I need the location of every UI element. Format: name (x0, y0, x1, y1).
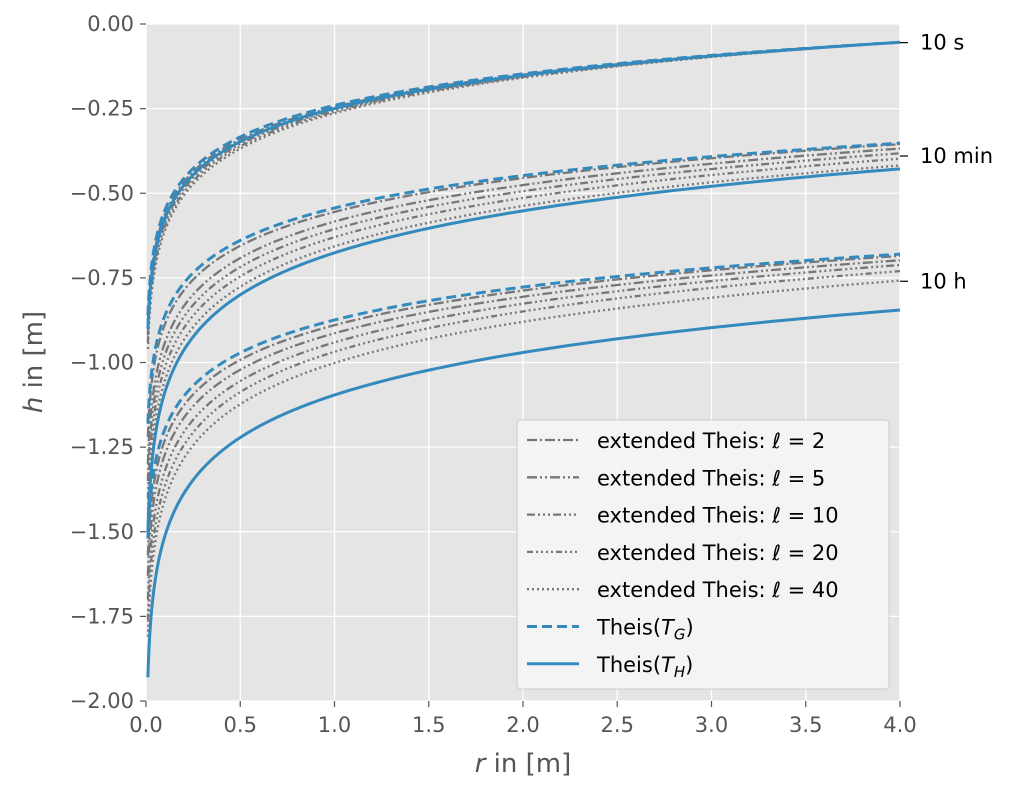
x-tick-label: 0.5 (224, 713, 257, 737)
y-axis-ticks: 0.00 −0.25 −0.50 −0.75 −1.00 −1.25 −1.50 −1.75 −… (70, 12, 146, 713)
legend-label: Theis(TH) (596, 653, 693, 681)
y-tick-label: 0.00 (87, 12, 134, 36)
series-line-solid-2 (146, 167, 901, 532)
x-tick-label: 2.0 (506, 713, 539, 737)
y-tick-label: −1.50 (70, 520, 134, 544)
series-line-ext20-2 (146, 157, 901, 498)
y-axis-label: h in [m] (19, 311, 49, 413)
series-line-solid-3 (146, 308, 901, 678)
series-line-ext10-2 (146, 152, 901, 482)
y-tick-label: −1.75 (70, 604, 134, 628)
time-label: 10 h (920, 269, 967, 293)
legend-label: extended Theis: ℓ = 2 (597, 429, 825, 453)
series-line-ext2-2 (146, 143, 901, 438)
series-line-ext40-2 (146, 164, 901, 515)
series-line-ext40-1 (146, 41, 901, 350)
series-line-ext5-3 (146, 259, 901, 576)
x-tick-label: 0.0 (129, 713, 162, 737)
series-line-solid-1 (146, 40, 901, 329)
time-label: 10 s (920, 31, 964, 55)
series-line-dashed-2 (146, 141, 901, 424)
y-tick-label: −2.00 (70, 689, 134, 713)
y-tick-label: −0.75 (70, 266, 134, 290)
series-line-ext20-3 (146, 269, 901, 620)
y-tick-label: −0.50 (70, 181, 134, 205)
legend-label: extended Theis: ℓ = 20 (597, 541, 839, 565)
legend: extended Theis: ℓ = 2 extended Theis: ℓ =… (516, 419, 890, 690)
legend-label: Theis(TG) (596, 616, 694, 644)
legend-entries: extended Theis: ℓ = 2 extended Theis: ℓ =… (527, 429, 839, 681)
series-line-ext10-3 (146, 263, 901, 600)
x-axis-label: r in [m] (475, 749, 572, 779)
time-labels: 10 s 10 min 10 h (900, 31, 993, 293)
x-tick-label: 2.5 (601, 713, 634, 737)
y-tick-label: −0.25 (70, 97, 134, 121)
y-tick-label: −1.00 (70, 351, 134, 375)
time-label: 10 min (920, 144, 993, 168)
legend-label: extended Theis: ℓ = 40 (597, 578, 839, 602)
drawdown-curves (146, 40, 901, 678)
x-tick-label: 3.0 (695, 713, 728, 737)
y-tick-label: −1.25 (70, 435, 134, 459)
legend-label: extended Theis: ℓ = 5 (597, 466, 825, 490)
x-tick-label: 1.0 (318, 713, 351, 737)
x-axis-ticks: 0.0 0.5 1.0 1.5 2.0 2.5 3.0 3.5 4.0 (129, 701, 917, 737)
series-line-ext5-2 (146, 147, 901, 465)
legend-box (516, 419, 890, 690)
x-tick-label: 1.5 (412, 713, 445, 737)
x-tick-label: 3.5 (789, 713, 822, 737)
x-tick-label: 4.0 (883, 713, 916, 737)
legend-label: extended Theis: ℓ = 10 (597, 504, 839, 528)
